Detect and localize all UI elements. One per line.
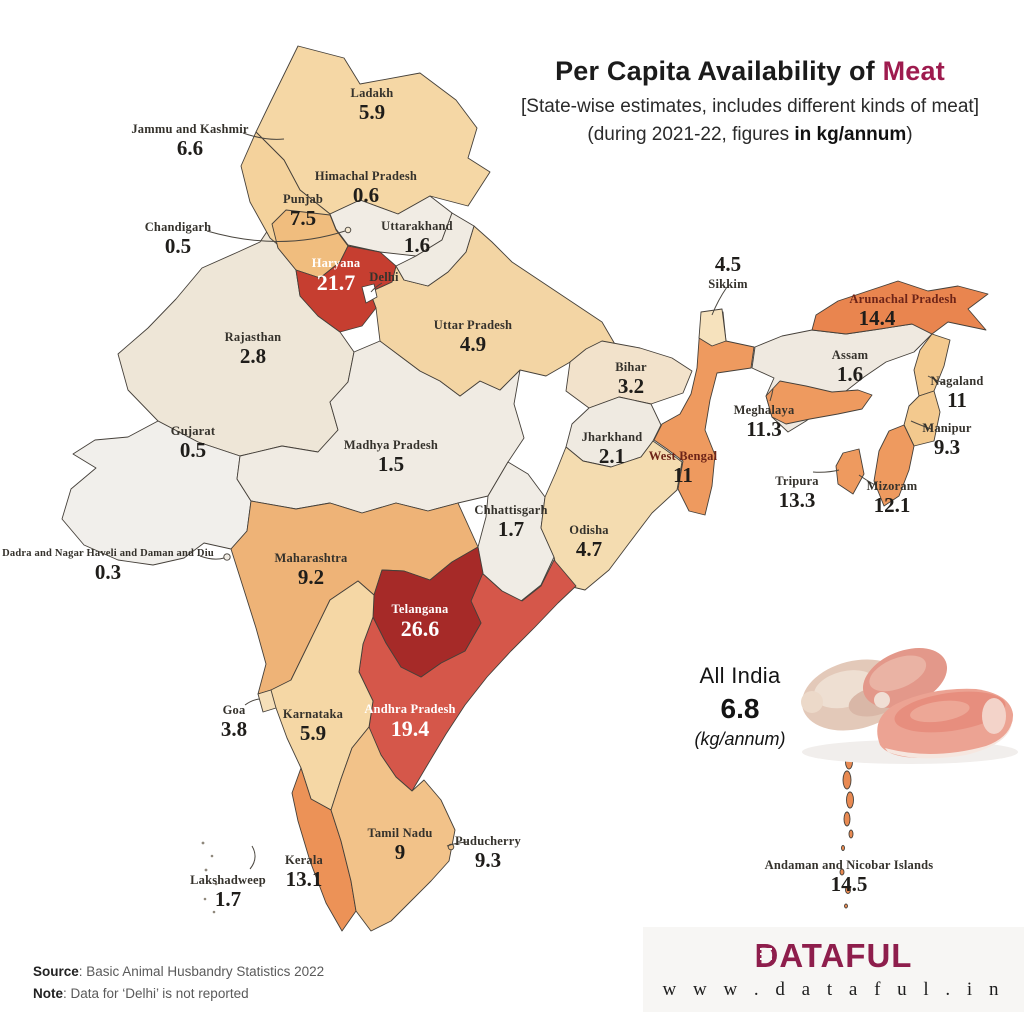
label-arunachal: Arunachal Pradesh 14.4 [849, 292, 957, 330]
state-arunachal [811, 280, 989, 335]
footer-notes: Source: Basic Animal Husbandry Statistic… [33, 961, 324, 1006]
pointer-line-puducherry [446, 841, 468, 847]
label-chhattisgarh: Chhattisgarh 1.7 [474, 503, 548, 541]
all-india-unit: (kg/annum) [694, 729, 786, 749]
state-sikkim [698, 308, 727, 347]
source-note: Source: Basic Animal Husbandry Statistic… [33, 964, 325, 979]
state-manipur [903, 390, 941, 447]
label-jammu-kashmir: Jammu and Kashmir 6.6 [131, 122, 249, 160]
label-dadra: Dadra and Nagar Haveli and Daman and Diu… [2, 548, 214, 584]
label-sikkim: 4.5 Sikkim [708, 252, 748, 291]
label-andhra: Andhra Pradesh 19.4 [364, 702, 456, 741]
pointer-line-mizoram [858, 474, 876, 486]
label-west-bengal: West Bengal 11 [648, 449, 718, 487]
pointer-line-meghalaya [769, 388, 774, 402]
pointer-line-chandigarh [206, 230, 346, 242]
meat-photo [801, 648, 1018, 764]
dataful-logo: DATAFUL [754, 936, 913, 974]
state-haryana [295, 245, 397, 333]
all-india-value: 6.8 [720, 693, 760, 724]
label-rajasthan: Rajasthan 2.8 [224, 330, 282, 368]
label-tamil-nadu: Tamil Nadu 9 [367, 826, 433, 864]
pointer-line-tripura [812, 469, 840, 473]
title-highlight: Meat [882, 56, 945, 86]
state-tamil-nadu [330, 726, 456, 932]
label-meghalaya: Meghalaya 11.3 [733, 403, 795, 441]
pointer-line-sikkim [711, 286, 728, 316]
page-title: Per Capita Availability of Meat [555, 56, 945, 86]
label-andaman: Andaman and Nicobar Islands 14.5 [764, 858, 934, 896]
label-uttar-pradesh: Uttar Pradesh 4.9 [433, 318, 513, 356]
delhi-note: Note: Data for ‘Delhi’ is not reported [33, 986, 249, 1002]
state-goa [257, 689, 277, 713]
dataful-url: w w w . d a t a f u l . i n [662, 978, 1005, 1000]
all-india-label: All India [699, 663, 781, 688]
dataful-logo-panel: DATAFUL w w w . d a t a f u l . i n [643, 927, 1024, 1012]
pointer-line-manipur [910, 420, 932, 430]
label-punjab: Punjab 7.5 [282, 192, 324, 230]
label-telangana: Telangana 26.6 [391, 602, 449, 641]
state-mizoram [873, 424, 915, 507]
state-andaman-islands [839, 754, 854, 909]
label-himachal: Himachal Pradesh 0.6 [314, 169, 418, 207]
label-gujarat: Gujarat 0.5 [170, 424, 216, 462]
label-uttarakhand: Uttarakhand 1.6 [381, 219, 453, 257]
label-odisha: Odisha 4.7 [569, 523, 609, 561]
label-karnataka: Karnataka 5.9 [282, 707, 344, 745]
label-tripura: Tripura 13.3 [775, 474, 819, 512]
dataful-logo-d-icon: D [754, 936, 780, 974]
label-kerala: Kerala 13.1 [285, 853, 323, 891]
label-delhi: Delhi [369, 270, 399, 284]
state-west-bengal [653, 311, 755, 516]
subtitle-2: (during 2021-22, figures in kg/annum) [587, 124, 913, 145]
label-assam: Assam 1.6 [831, 348, 869, 386]
state-meghalaya [765, 380, 873, 425]
label-chandigarh: Chandigarh 0.5 [144, 220, 212, 258]
label-nagaland: Nagaland 11 [930, 374, 984, 412]
label-puducherry: Puducherry 9.3 [455, 834, 521, 872]
label-lakshadweep: Lakshadweep 1.7 [190, 873, 266, 911]
label-mizoram: Mizoram 12.1 [866, 479, 918, 517]
title-block: Per Capita Availability of Meat [State-w… [510, 56, 990, 146]
label-madhya-pradesh: Madhya Pradesh 1.5 [343, 438, 439, 476]
state-kerala [291, 767, 357, 932]
label-goa: Goa 3.8 [220, 703, 248, 741]
state-uttarakhand [395, 212, 475, 287]
all-india-summary: All India 6.8 (kg/annum) [694, 663, 785, 750]
label-jharkhand: Jharkhand 2.1 [581, 430, 643, 468]
pointer-line-delhi [370, 282, 383, 293]
pointer-line-jammu-kashmir [242, 132, 285, 140]
lakshadweep-islets [201, 841, 218, 914]
state-tripura [835, 448, 865, 495]
label-haryana: Haryana 21.7 [311, 256, 361, 295]
label-bihar: Bihar 3.2 [615, 360, 647, 398]
label-maharashtra: Maharashtra 9.2 [274, 551, 348, 589]
state-dadra [223, 553, 231, 561]
state-delhi [361, 283, 378, 304]
pointer-line-nagaland [927, 375, 945, 384]
state-chandigarh [344, 226, 352, 234]
pointer-line-goa [244, 698, 260, 706]
pointer-line-dadra [199, 555, 225, 560]
state-telangana [372, 546, 484, 678]
subtitle-1: [State-wise estimates, includes differen… [521, 96, 979, 117]
label-ladakh: Ladakh 5.9 [350, 86, 394, 124]
label-manipur: Manipur 9.3 [922, 421, 972, 459]
pointer-line-lakshadweep [249, 845, 256, 870]
